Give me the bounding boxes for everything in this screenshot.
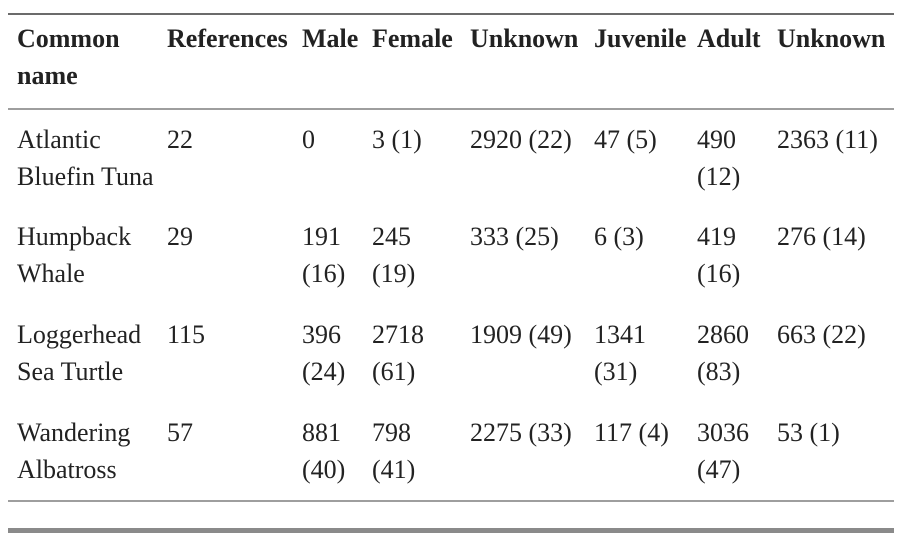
header-row: Common name References Male Female Unkno…	[8, 14, 894, 110]
cell-female: 2718 (61)	[372, 320, 424, 386]
cell-unknown-sex: 2920 (22)	[470, 125, 572, 154]
col-header-male: Male	[293, 14, 363, 110]
col-header-unknown-sex: Unknown	[461, 14, 585, 110]
cell-references: 29	[167, 222, 193, 251]
cell-unknown-age: 276 (14)	[777, 222, 866, 251]
cell-female: 245 (19)	[372, 222, 416, 288]
table-row-loggerhead-sea-turtle: Loggerhead Sea Turtle 115 396 (24) 2718 …	[8, 305, 894, 403]
cell-male: 396 (24)	[302, 320, 346, 386]
cell-adult: 3036 (47)	[688, 403, 768, 502]
species-records-table: Common name References Male Female Unkno…	[8, 13, 894, 502]
cell-male: 881 (40)	[293, 403, 363, 502]
cell-juvenile: 6 (3)	[594, 222, 644, 251]
cell-adult: 2860 (83)	[697, 320, 749, 386]
cell-female: 3 (1)	[372, 125, 422, 154]
cell-unknown-sex: 1909 (49)	[470, 320, 572, 349]
cell-common-name: Humpback Whale	[17, 222, 132, 288]
cell-unknown-sex: 2275 (33)	[461, 403, 585, 502]
cell-adult: 490 (12)	[697, 125, 741, 191]
cell-male: 191 (16)	[302, 222, 346, 288]
cell-unknown-age: 2363 (11)	[777, 125, 878, 154]
col-header-adult: Adult	[688, 14, 768, 110]
cell-male: 0	[302, 125, 315, 154]
bottom-divider-rule	[8, 528, 894, 533]
table-row-wandering-albatross: Wandering Albatross 57 881 (40) 798 (41)…	[8, 403, 894, 502]
cell-unknown-age: 663 (22)	[777, 320, 866, 349]
col-header-female: Female	[363, 14, 461, 110]
col-header-references: References	[158, 14, 293, 110]
table-header: Common name References Male Female Unkno…	[8, 14, 894, 110]
cell-unknown-age: 53 (1)	[768, 403, 894, 502]
cell-references: 57	[158, 403, 293, 502]
table-row-atlantic-bluefin-tuna: Atlantic Bluefin Tuna 22 0 3 (1) 2920 (2…	[8, 109, 894, 207]
table-row-humpback-whale: Humpback Whale 29 191 (16) 245 (19) 333 …	[8, 207, 894, 305]
cell-common-name: Loggerhead Sea Turtle	[17, 320, 142, 386]
col-header-common-name: Common name	[8, 14, 158, 110]
table-body: Atlantic Bluefin Tuna 22 0 3 (1) 2920 (2…	[8, 109, 894, 502]
col-header-juvenile: Juvenile	[585, 14, 688, 110]
cell-references: 22	[167, 125, 193, 154]
cell-female: 798 (41)	[363, 403, 461, 502]
col-header-unknown-age: Unknown	[768, 14, 894, 110]
cell-common-name: Wandering Albatross	[8, 403, 158, 502]
cell-references: 115	[167, 320, 206, 349]
cell-juvenile: 1341 (31)	[594, 320, 646, 386]
cell-common-name: Atlantic Bluefin Tuna	[17, 125, 154, 191]
cell-unknown-sex: 333 (25)	[470, 222, 559, 251]
cell-adult: 419 (16)	[697, 222, 741, 288]
cell-juvenile: 47 (5)	[594, 125, 657, 154]
cell-juvenile: 117 (4)	[585, 403, 688, 502]
paper-page: Common name References Male Female Unkno…	[8, 13, 894, 533]
